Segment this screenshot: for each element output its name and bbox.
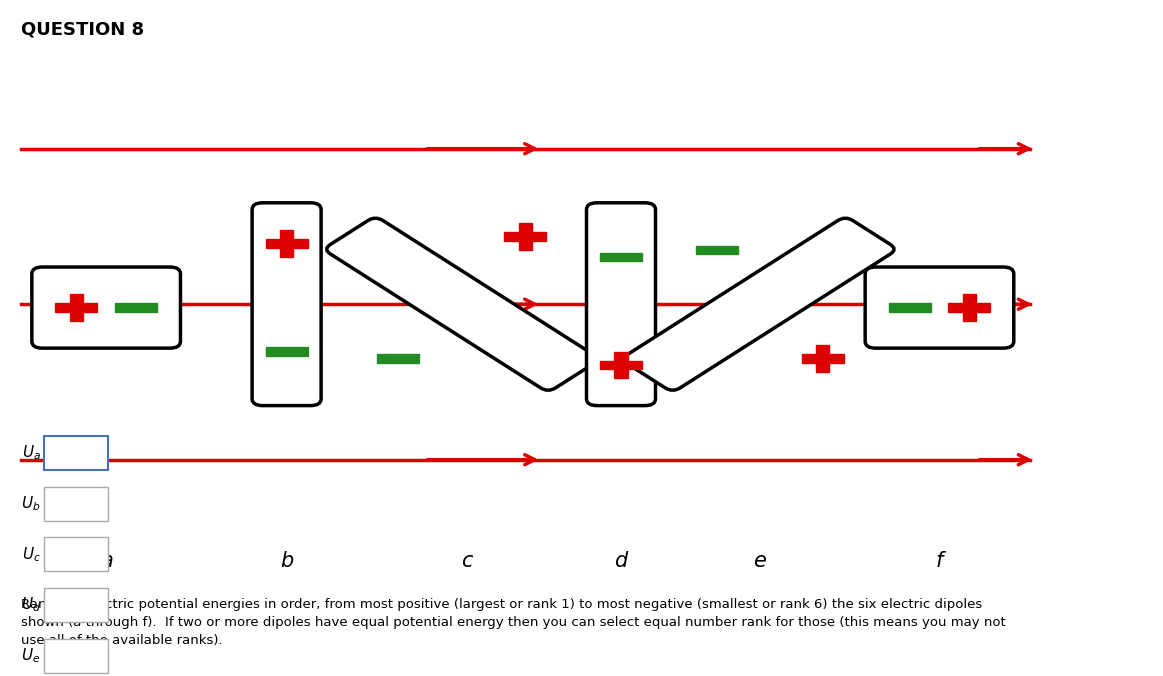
Text: $U_c$: $U_c$	[22, 545, 41, 564]
Bar	[695, 246, 737, 254]
Text: d: d	[614, 551, 628, 571]
Bar	[377, 354, 419, 362]
FancyBboxPatch shape	[586, 203, 656, 406]
Text: v: v	[93, 550, 100, 559]
Bar	[600, 253, 642, 261]
Bar	[70, 294, 83, 321]
Bar	[115, 304, 157, 312]
Text: v: v	[93, 448, 100, 458]
Text: $U_b$: $U_b$	[21, 494, 41, 513]
Text: e: e	[752, 551, 765, 571]
FancyBboxPatch shape	[252, 203, 321, 406]
Text: v: v	[93, 651, 100, 660]
Bar	[519, 223, 533, 250]
Text: $U_a$: $U_a$	[22, 443, 41, 462]
Bar	[801, 354, 843, 362]
Bar	[614, 352, 628, 379]
Bar	[963, 294, 976, 321]
Bar	[280, 230, 293, 257]
Text: $U_d$: $U_d$	[21, 596, 41, 614]
Text: $U_e$: $U_e$	[21, 646, 41, 665]
Text: b: b	[280, 551, 293, 571]
FancyBboxPatch shape	[623, 218, 894, 390]
Bar	[265, 347, 308, 356]
Text: QUESTION 8: QUESTION 8	[21, 20, 144, 39]
Bar	[948, 304, 990, 312]
Text: c: c	[462, 551, 473, 571]
Text: f: f	[936, 551, 943, 571]
Bar	[889, 304, 930, 312]
FancyBboxPatch shape	[327, 218, 597, 390]
FancyBboxPatch shape	[865, 267, 1014, 348]
Text: v: v	[93, 499, 100, 508]
Bar	[505, 233, 547, 241]
FancyBboxPatch shape	[31, 267, 180, 348]
Bar	[816, 345, 829, 372]
Bar	[600, 361, 642, 369]
Bar	[56, 304, 98, 312]
Text: a: a	[100, 551, 113, 571]
Text: Rank the electric potential energies in order, from most positive (largest or ra: Rank the electric potential energies in …	[21, 598, 1006, 647]
Text: v: v	[93, 600, 100, 610]
Bar	[265, 239, 308, 247]
